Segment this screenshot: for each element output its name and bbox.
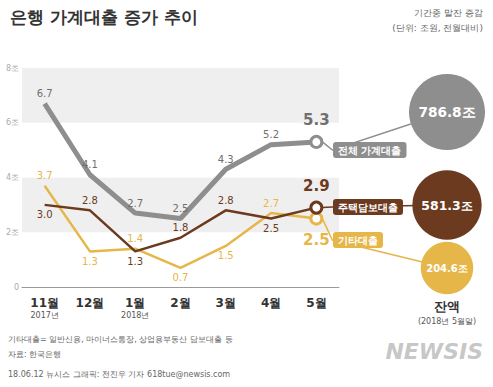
svg-text:581.3조: 581.3조	[421, 198, 472, 213]
svg-text:1.3: 1.3	[127, 256, 143, 267]
svg-text:4조: 4조	[6, 173, 19, 182]
svg-text:기타대출= 일반신용, 마이너스통장, 상업용부동산 담보대: 기타대출= 일반신용, 마이너스통장, 상업용부동산 담보대출 등	[8, 335, 233, 344]
svg-text:2.5: 2.5	[173, 203, 189, 214]
svg-text:2.5: 2.5	[263, 223, 279, 234]
svg-text:1.8: 1.8	[173, 222, 189, 233]
svg-text:잔액: 잔액	[434, 299, 460, 314]
svg-text:(단위: 조원, 전월대비): (단위: 조원, 전월대비)	[392, 23, 483, 33]
svg-text:2월: 2월	[170, 296, 190, 310]
svg-text:204.6조: 204.6조	[426, 263, 468, 274]
svg-text:1월: 1월	[125, 296, 145, 310]
svg-text:기간중 말잔 증감: 기간중 말잔 증감	[414, 8, 483, 18]
svg-text:5월: 5월	[306, 296, 326, 310]
svg-text:1.3: 1.3	[82, 256, 98, 267]
svg-text:8조: 8조	[6, 64, 19, 73]
svg-text:18.06.12 뉴시스 그래픽: 전진우 기자 618tu: 18.06.12 뉴시스 그래픽: 전진우 기자 618tue@newsis.c…	[8, 370, 230, 379]
svg-text:기타대출: 기타대출	[338, 235, 378, 246]
svg-text:주택담보대출: 주택담보대출	[338, 202, 398, 213]
svg-text:2.8: 2.8	[218, 195, 234, 206]
svg-text:2.9: 2.9	[303, 177, 330, 195]
svg-text:2.7: 2.7	[263, 198, 279, 209]
svg-text:은행 가계대출 증가 추이: 은행 가계대출 증가 추이	[10, 7, 198, 27]
svg-text:12월: 12월	[76, 296, 105, 310]
svg-text:4월: 4월	[261, 296, 281, 310]
svg-text:1.5: 1.5	[218, 250, 234, 261]
svg-text:11월: 11월	[30, 296, 59, 310]
svg-text:2조: 2조	[6, 228, 19, 237]
svg-text:자료: 한국은행: 자료: 한국은행	[8, 350, 61, 359]
svg-text:(2018년 5월말): (2018년 5월말)	[418, 317, 476, 326]
svg-text:4.1: 4.1	[82, 159, 98, 170]
svg-text:6조: 6조	[6, 118, 19, 127]
svg-text:NEWSIS: NEWSIS	[385, 339, 483, 364]
svg-text:3.7: 3.7	[37, 170, 53, 181]
svg-text:0.7: 0.7	[173, 272, 189, 283]
svg-text:2.7: 2.7	[127, 198, 143, 209]
svg-text:786.8조: 786.8조	[418, 104, 475, 120]
svg-text:5.2: 5.2	[263, 129, 279, 140]
svg-text:2018년: 2018년	[121, 311, 149, 320]
svg-text:5.3: 5.3	[303, 111, 330, 129]
svg-text:3.0: 3.0	[37, 209, 53, 220]
svg-text:2.5: 2.5	[303, 231, 330, 249]
svg-text:1.4: 1.4	[127, 233, 143, 244]
svg-text:2017년: 2017년	[30, 311, 58, 320]
svg-text:6.7: 6.7	[37, 88, 53, 99]
svg-text:전체 가계대출: 전체 가계대출	[338, 145, 401, 156]
svg-text:3월: 3월	[216, 296, 236, 310]
svg-text:2.8: 2.8	[82, 195, 98, 206]
svg-text:4.3: 4.3	[218, 154, 234, 165]
svg-text:0: 0	[14, 283, 19, 292]
